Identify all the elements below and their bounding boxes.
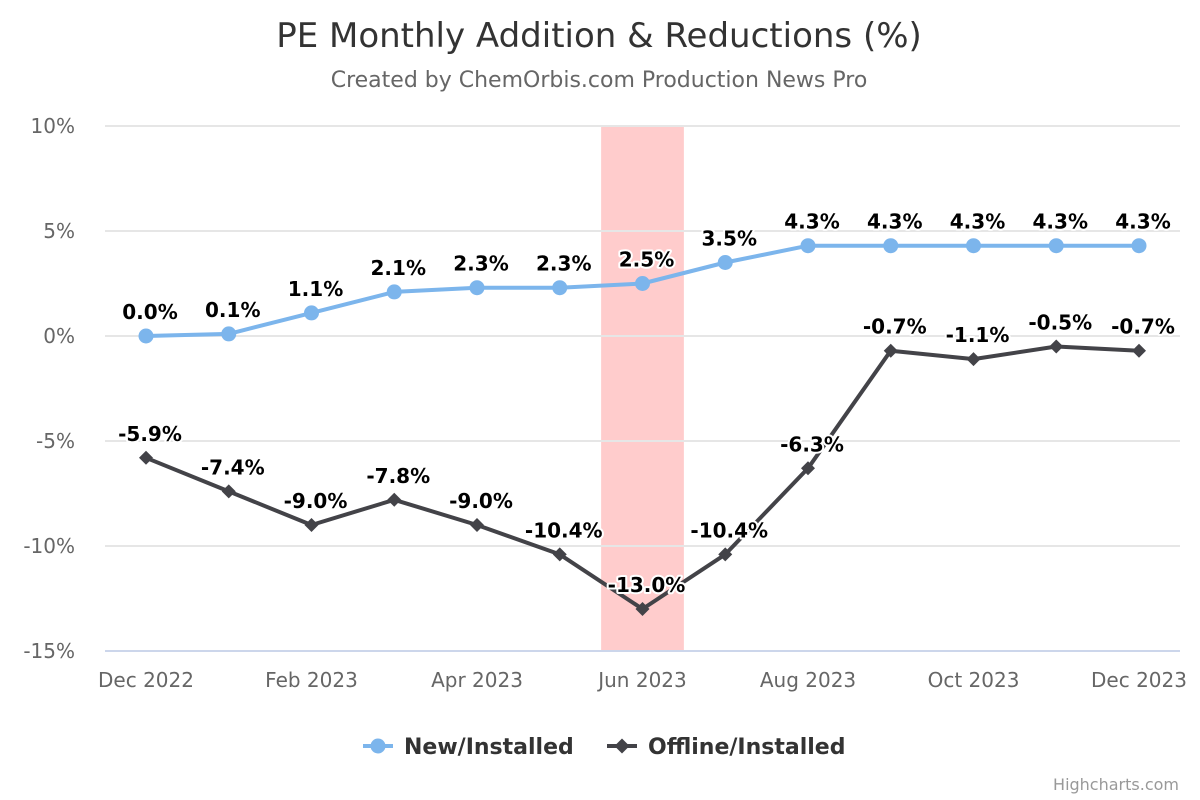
data-point[interactable] xyxy=(552,280,568,296)
data-point[interactable] xyxy=(469,280,485,296)
data-point-diamond[interactable] xyxy=(304,518,319,532)
data-point[interactable] xyxy=(304,305,319,321)
legend-marker[interactable] xyxy=(370,738,386,754)
data-point[interactable] xyxy=(221,326,237,342)
data-label: -1.1% xyxy=(946,323,1010,347)
data-point[interactable] xyxy=(1131,238,1147,254)
data-point-diamond[interactable] xyxy=(552,547,567,562)
data-point-diamond[interactable] xyxy=(801,461,815,476)
y-tick-label: -15% xyxy=(23,639,75,663)
y-tick-label: 0% xyxy=(43,324,75,348)
data-label: 4.3% xyxy=(1033,210,1088,234)
data-label: -7.8% xyxy=(366,464,430,488)
series-new-installed xyxy=(138,238,1147,344)
x-tick-label: Jun 2023 xyxy=(596,668,687,692)
chart-title: PE Monthly Addition & Reductions (%) xyxy=(276,16,922,56)
data-label: 2.3% xyxy=(536,252,591,276)
data-label: 2.1% xyxy=(371,256,426,280)
data-label-layer: 0.0% 0.1% 1.1% 2.1% 2.3% 2.3% 2.5% 3.5% 4.3% 4.3%… xyxy=(116,208,1177,599)
data-point[interactable] xyxy=(966,238,981,254)
data-point[interactable] xyxy=(635,276,650,291)
data-point[interactable] xyxy=(800,238,816,254)
data-label: -9.0% xyxy=(449,489,513,513)
x-tick-label: Apr 2023 xyxy=(431,668,523,692)
data-point[interactable] xyxy=(1048,238,1064,254)
data-point-diamond[interactable] xyxy=(470,518,484,532)
data-label: 1.1% xyxy=(288,277,343,301)
x-tick-label: Oct 2023 xyxy=(928,668,1020,692)
data-point-diamond[interactable] xyxy=(387,492,402,507)
series-layer xyxy=(138,238,1147,616)
data-label: 4.3% xyxy=(950,210,1005,234)
highlight-band-layer xyxy=(601,126,684,651)
data-label: -10.4% xyxy=(525,518,603,542)
chart-subtitle: Created by ChemOrbis.com Production News… xyxy=(331,68,868,93)
data-point-diamond[interactable] xyxy=(718,547,733,562)
series-offline-installed xyxy=(139,339,1146,616)
x-tick-label: Dec 2022 xyxy=(98,668,194,692)
data-label: -5.9% xyxy=(118,422,182,446)
legend-label: Offline/Installed xyxy=(648,735,845,760)
data-label: -7.4% xyxy=(201,455,265,479)
legend-marker[interactable] xyxy=(614,738,630,754)
y-tick-label: -10% xyxy=(23,534,75,558)
data-label: -9.0% xyxy=(284,489,348,513)
data-label: 0.1% xyxy=(205,298,260,322)
data-label: 4.3% xyxy=(867,210,922,234)
x-tick-label: Dec 2023 xyxy=(1091,668,1187,692)
data-point-diamond[interactable] xyxy=(221,484,236,499)
data-point[interactable] xyxy=(138,328,154,344)
x-tick-label: Aug 2023 xyxy=(760,668,856,692)
data-label: 2.3% xyxy=(453,252,508,276)
y-tick-label: 5% xyxy=(43,219,75,243)
grid-layer: 10% 5% 0% -5% -10% -15% Dec 2022 Feb 2023 Apr 20… xyxy=(23,114,1187,692)
legend-item[interactable]: Offline/Installed xyxy=(607,735,845,760)
data-point-diamond[interactable] xyxy=(635,602,650,616)
data-point[interactable] xyxy=(883,238,899,254)
legend-label: New/Installed xyxy=(404,735,574,760)
data-point-diamond[interactable] xyxy=(139,450,153,465)
highlight-band xyxy=(601,126,684,651)
data-label: 0.0% xyxy=(122,300,177,324)
credits-link[interactable]: Highcharts.com xyxy=(1053,775,1179,794)
data-label: 4.3% xyxy=(784,210,839,234)
data-label: -6.3% xyxy=(780,432,844,456)
data-label: 3.5% xyxy=(702,227,757,251)
legend[interactable]: New/Installed Offline/Installed xyxy=(363,735,845,760)
data-label: -10.4% xyxy=(690,518,768,542)
data-point[interactable] xyxy=(386,284,402,300)
data-label: 4.3% xyxy=(1115,210,1170,234)
x-tick-label: Feb 2023 xyxy=(265,668,358,692)
data-label: -0.5% xyxy=(1028,311,1092,335)
data-label: 2.5% xyxy=(619,248,674,272)
data-point-diamond[interactable] xyxy=(966,352,981,367)
legend-item[interactable]: New/Installed xyxy=(363,735,574,760)
data-label: -0.7% xyxy=(1111,315,1175,339)
y-tick-label: -5% xyxy=(36,429,75,453)
data-point[interactable] xyxy=(717,255,733,270)
data-point-diamond[interactable] xyxy=(1049,339,1064,354)
data-point-diamond[interactable] xyxy=(883,343,898,358)
y-tick-label: 10% xyxy=(31,114,75,138)
data-point-diamond[interactable] xyxy=(1132,343,1146,358)
data-label: -0.7% xyxy=(863,315,927,339)
data-label: -13.0% xyxy=(608,573,686,597)
